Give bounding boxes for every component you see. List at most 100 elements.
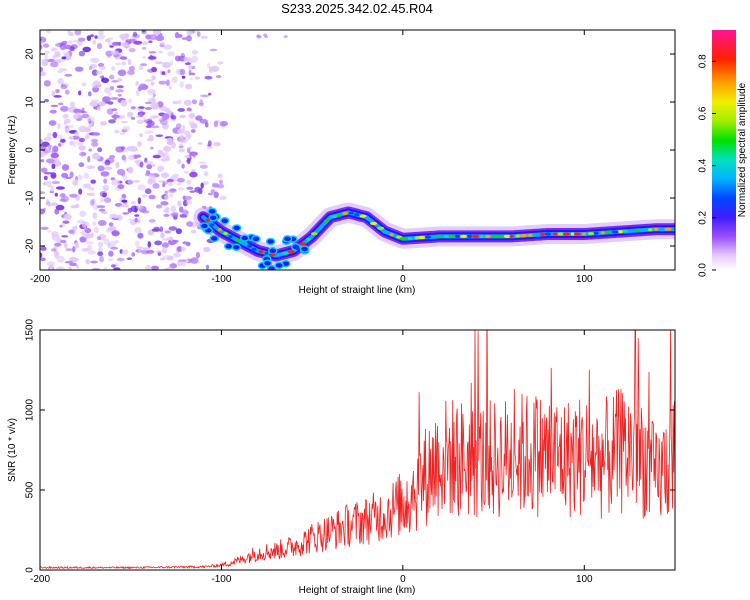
noise-blob bbox=[65, 89, 70, 95]
x-tick-label: -200 bbox=[30, 574, 50, 585]
noise-blob bbox=[152, 154, 161, 159]
noise-blob bbox=[85, 241, 94, 245]
ridge-amplitude-dot bbox=[414, 236, 420, 240]
noise-blob bbox=[117, 69, 127, 77]
noise-blob bbox=[51, 90, 56, 97]
noise-blob bbox=[135, 89, 140, 97]
ridge-amplitude-dot bbox=[618, 230, 623, 234]
ridge-amplitude-dot bbox=[209, 223, 215, 227]
noise-blob bbox=[126, 257, 133, 261]
ridge-amplitude-dot bbox=[472, 234, 480, 238]
noise-blob bbox=[74, 131, 80, 137]
noise-blob bbox=[187, 30, 194, 36]
ridge-amplitude-dot bbox=[217, 228, 222, 232]
noise-blob bbox=[78, 162, 85, 168]
noise-blob bbox=[47, 132, 52, 140]
noise-blob bbox=[113, 267, 121, 270]
noise-blob bbox=[128, 65, 135, 71]
noise-blob bbox=[40, 246, 47, 251]
noise-blob bbox=[90, 260, 98, 264]
noise-blob bbox=[87, 250, 97, 255]
noise-blob bbox=[114, 240, 119, 244]
noise-blob bbox=[50, 202, 59, 206]
noise-blob bbox=[60, 105, 69, 112]
y-tick-label: -20 bbox=[25, 238, 36, 253]
noise-blob bbox=[107, 37, 114, 41]
noise-blob bbox=[151, 228, 161, 232]
noise-blob bbox=[158, 50, 163, 54]
noise-blob bbox=[144, 161, 154, 165]
noise-blob bbox=[76, 174, 83, 180]
noise-blob bbox=[57, 78, 64, 85]
noise-blob bbox=[121, 61, 127, 66]
noise-blob bbox=[150, 101, 159, 108]
noise-blob bbox=[69, 46, 75, 52]
ridge-blob bbox=[208, 214, 218, 222]
noise-blob bbox=[165, 207, 170, 210]
noise-blob bbox=[188, 69, 192, 76]
noise-blob bbox=[147, 98, 156, 103]
noise-blob bbox=[90, 199, 95, 206]
x-tick-label: -100 bbox=[211, 274, 231, 285]
noise-blob bbox=[60, 239, 67, 244]
noise-blob bbox=[65, 248, 73, 252]
noise-blob bbox=[170, 141, 176, 149]
noise-blob bbox=[137, 218, 141, 224]
noise-blob bbox=[111, 264, 116, 268]
noise-blob bbox=[152, 183, 160, 189]
noise-blob bbox=[144, 130, 154, 134]
noise-blob bbox=[50, 104, 59, 108]
noise-blob bbox=[109, 45, 114, 48]
noise-blob bbox=[63, 118, 71, 124]
noise-blob bbox=[134, 217, 138, 223]
noise-blob bbox=[50, 47, 58, 52]
ridge-blob bbox=[266, 264, 277, 270]
ridge-amplitude-dot bbox=[354, 213, 359, 217]
noise-blob bbox=[62, 114, 69, 119]
x-tick-label: -100 bbox=[211, 574, 231, 585]
noise-blob bbox=[121, 199, 128, 203]
noise-blob bbox=[160, 201, 169, 206]
noise-blob bbox=[175, 228, 182, 235]
noise-blob bbox=[213, 142, 221, 147]
noise-blob bbox=[48, 267, 54, 270]
ridge-amplitude-dot bbox=[509, 234, 514, 238]
noise-blob bbox=[162, 180, 169, 185]
noise-blob bbox=[97, 34, 106, 40]
y-tick-label: 1500 bbox=[25, 318, 36, 341]
noise-blob bbox=[200, 35, 209, 40]
noise-blob bbox=[155, 35, 165, 42]
noise-blob bbox=[127, 38, 136, 42]
ridge-amplitude-dot bbox=[622, 229, 628, 233]
noise-blob bbox=[257, 35, 262, 39]
noise-blob bbox=[176, 182, 182, 186]
ridge-amplitude-dot bbox=[519, 234, 528, 238]
noise-blob bbox=[79, 236, 87, 243]
noise-blob bbox=[122, 212, 130, 215]
noise-blob bbox=[40, 71, 47, 77]
noise-blob bbox=[200, 182, 204, 189]
noise-blob bbox=[127, 166, 134, 174]
ridge-amplitude-dot bbox=[573, 232, 581, 236]
y-tick-label: 500 bbox=[25, 481, 36, 498]
noise-blob bbox=[166, 137, 173, 144]
noise-blob bbox=[43, 80, 51, 87]
noise-blob bbox=[109, 240, 116, 248]
noise-blob bbox=[72, 182, 78, 185]
noise-blob bbox=[165, 79, 170, 86]
noise-blob bbox=[114, 129, 120, 134]
noise-blob bbox=[138, 65, 144, 71]
noise-blob bbox=[139, 112, 143, 116]
noise-blob bbox=[86, 192, 96, 197]
noise-blob bbox=[111, 230, 120, 237]
noise-blob bbox=[184, 154, 191, 159]
noise-blob bbox=[98, 101, 106, 107]
noise-blob bbox=[74, 30, 82, 36]
noise-blob bbox=[40, 67, 44, 72]
noise-blob bbox=[137, 184, 146, 191]
ridge-amplitude-dot bbox=[276, 253, 283, 257]
noise-blob bbox=[154, 240, 163, 246]
noise-blob bbox=[78, 125, 88, 133]
ridge-amplitude-dot bbox=[251, 247, 257, 251]
